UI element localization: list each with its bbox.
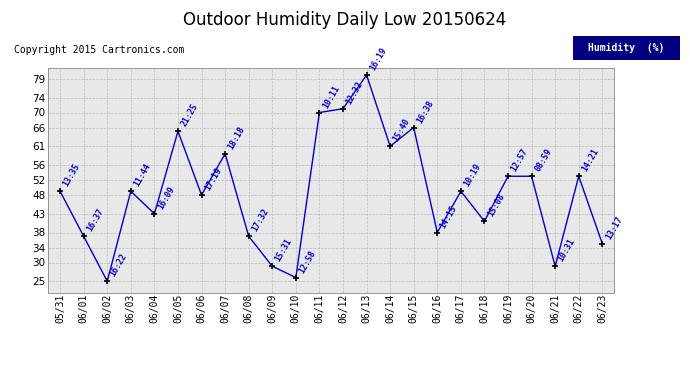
Text: 08:59: 08:59 <box>533 147 553 174</box>
Text: 16:09: 16:09 <box>156 185 176 211</box>
Text: 14:15: 14:15 <box>439 204 459 230</box>
Text: 16:37: 16:37 <box>85 207 106 234</box>
Text: 12:58: 12:58 <box>297 249 317 275</box>
Text: Copyright 2015 Cartronics.com: Copyright 2015 Cartronics.com <box>14 45 184 55</box>
Text: 21:25: 21:25 <box>179 102 199 129</box>
Text: 10:11: 10:11 <box>321 84 341 110</box>
Text: 10:31: 10:31 <box>557 237 577 264</box>
Text: 17:32: 17:32 <box>250 207 270 234</box>
Text: Outdoor Humidity Daily Low 20150624: Outdoor Humidity Daily Low 20150624 <box>184 11 506 29</box>
Text: 15:40: 15:40 <box>391 117 412 144</box>
Text: 13:17: 13:17 <box>604 215 624 241</box>
Text: 16:22: 16:22 <box>108 252 129 279</box>
Text: 15:31: 15:31 <box>274 237 294 264</box>
Text: 17:19: 17:19 <box>203 166 224 192</box>
Text: 16:19: 16:19 <box>368 46 388 72</box>
Text: 12:57: 12:57 <box>509 147 530 174</box>
Text: 18:18: 18:18 <box>226 125 247 151</box>
Text: 10:19: 10:19 <box>462 162 482 189</box>
Text: 12:32: 12:32 <box>344 80 365 106</box>
Text: 16:38: 16:38 <box>415 99 435 125</box>
Text: 11:44: 11:44 <box>132 162 152 189</box>
Text: Humidity  (%): Humidity (%) <box>588 43 664 53</box>
Text: 13:35: 13:35 <box>61 162 82 189</box>
Text: 15:08: 15:08 <box>486 192 506 219</box>
Text: 14:21: 14:21 <box>580 147 600 174</box>
